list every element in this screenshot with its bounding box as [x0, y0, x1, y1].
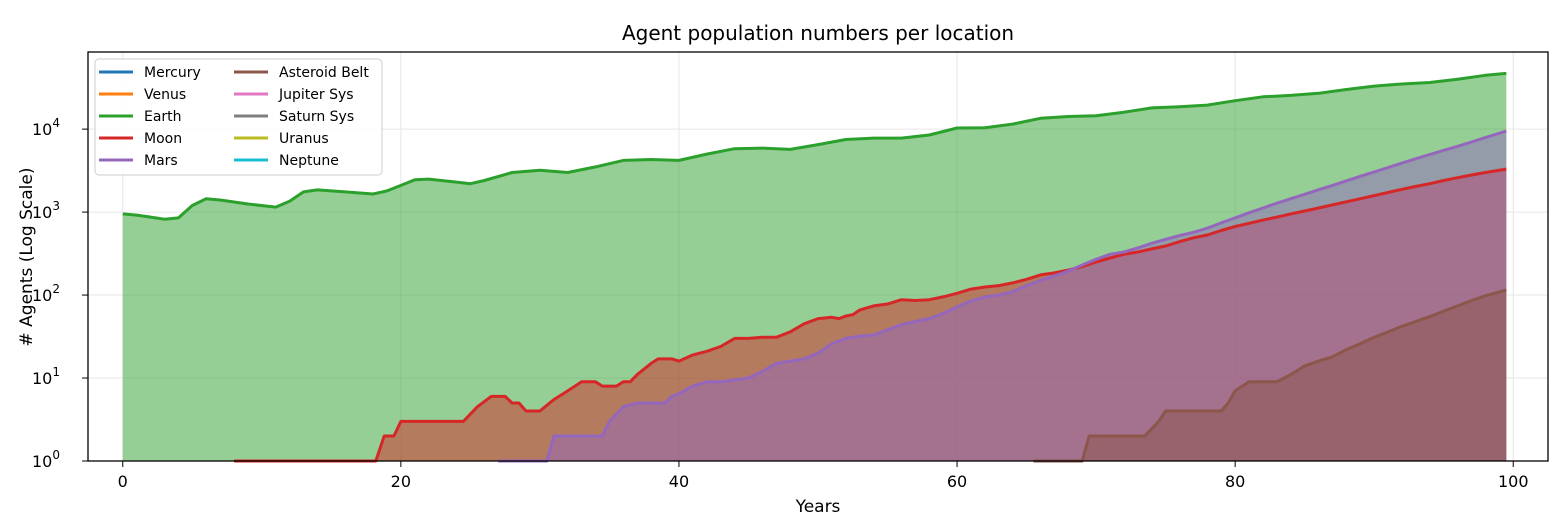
series-line [498, 129, 1507, 463]
series-line [234, 167, 1507, 463]
legend-item: Earth [99, 109, 182, 125]
legend-label: Jupiter Sys [278, 87, 354, 103]
legend-label: Uranus [279, 131, 329, 147]
legend-item: Moon [99, 131, 182, 147]
legend-item: Mercury [99, 65, 201, 81]
legend-label: Earth [144, 109, 182, 125]
x-tick-label: 0 [118, 472, 128, 491]
legend-item: Asteroid Belt [234, 65, 369, 81]
y-tick-label: 104 [32, 116, 60, 139]
series-line [122, 71, 1507, 221]
legend-label: Saturn Sys [279, 109, 354, 125]
chart-title: Agent population numbers per location [622, 21, 1014, 45]
legend-label: Mercury [144, 65, 201, 81]
series-lines [122, 71, 1507, 463]
legend-label: Neptune [279, 153, 339, 169]
series-areas [122, 73, 1507, 462]
x-tick-label: 100 [1498, 472, 1529, 491]
legend-item: Neptune [234, 153, 339, 169]
y-tick-label: 103 [32, 199, 60, 222]
x-axis-ticks: 0 20 40 60 80 100 [118, 461, 1529, 491]
x-tick-label: 60 [947, 472, 967, 491]
y-tick-label: 101 [32, 365, 60, 388]
x-tick-label: 40 [669, 472, 689, 491]
series-line [1033, 288, 1507, 463]
legend-item: Mars [99, 153, 178, 169]
x-axis-label: Years [795, 497, 841, 517]
y-tick-label: 100 [32, 448, 60, 471]
legend-item: Saturn Sys [234, 109, 354, 125]
legend-label: Moon [144, 131, 182, 147]
legend-label: Mars [144, 153, 178, 169]
legend-label: Asteroid Belt [279, 65, 369, 81]
y-axis-ticks: 100 101 102 103 104 [32, 116, 88, 471]
legend-item: Venus [99, 87, 186, 103]
legend-label: Venus [144, 87, 186, 103]
plot-frame [87, 51, 1549, 462]
y-axis-label: # Agents (Log Scale) [17, 168, 37, 347]
legend-item: Uranus [234, 131, 329, 147]
x-tick-label: 20 [391, 472, 411, 491]
legend: Mercury Venus Earth Moon Mars Asteroid Belt Ju… [94, 58, 383, 176]
x-tick-label: 80 [1225, 472, 1245, 491]
y-tick-label: 102 [32, 282, 60, 305]
legend-item: Jupiter Sys [234, 87, 354, 103]
